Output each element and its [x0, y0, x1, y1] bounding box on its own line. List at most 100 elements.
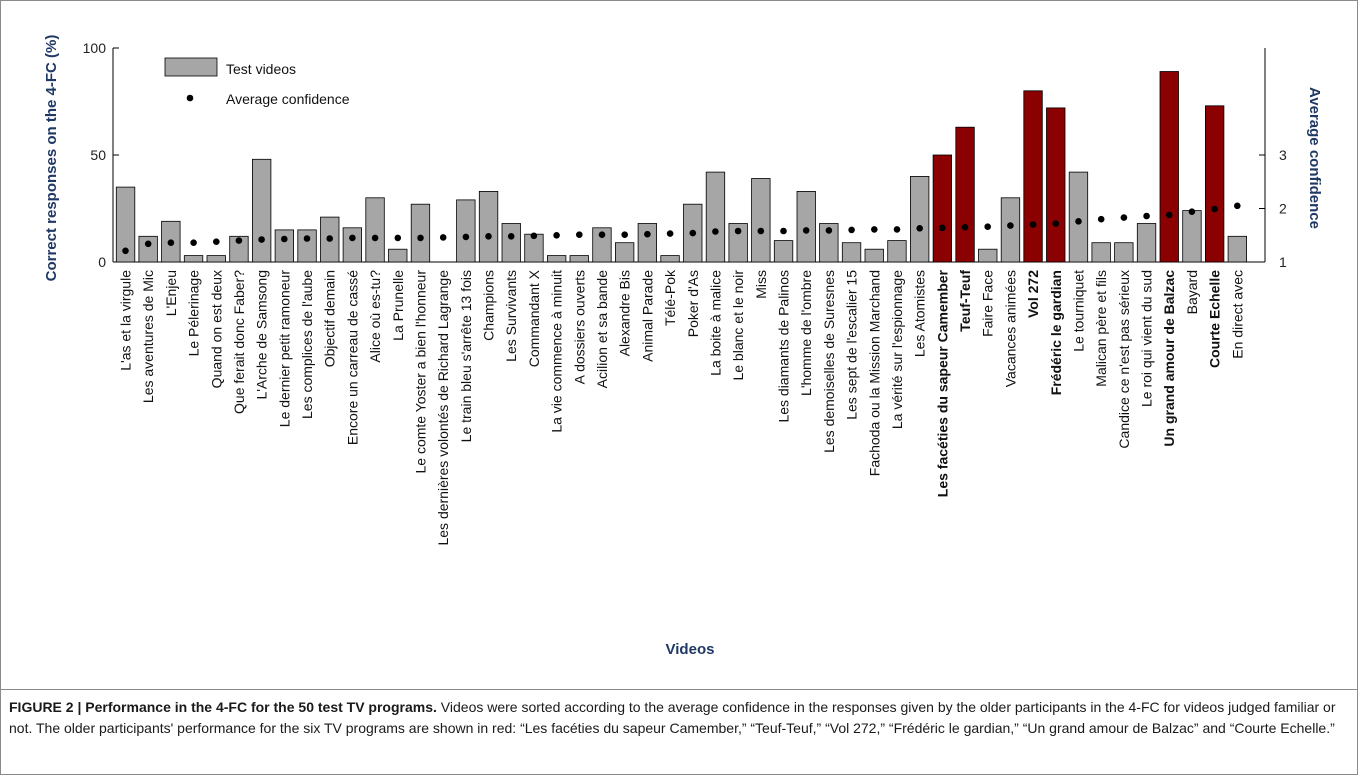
confidence-point	[780, 227, 787, 235]
x-tick-label: En direct avec	[1229, 270, 1245, 359]
x-tick-label: Encore un carreau de cassé	[344, 270, 360, 445]
confidence-point	[349, 234, 356, 242]
confidence-point	[689, 229, 697, 237]
confidence-point	[1211, 205, 1218, 213]
confidence-point	[576, 231, 583, 238]
legend-point-marker	[186, 94, 194, 102]
x-tick-label: Le blanc et le noir	[730, 270, 746, 381]
x-tick-label: Le Pélerinage	[186, 270, 202, 357]
x-tick-label: Poker d'As	[685, 270, 701, 337]
bar	[819, 223, 839, 263]
bar	[910, 175, 930, 263]
x-tick-label: Le tourniquet	[1071, 270, 1087, 352]
legend-bars-label: Test videos	[226, 61, 296, 77]
confidence-point	[1097, 215, 1105, 223]
bar	[1114, 242, 1134, 263]
confidence-point	[825, 227, 833, 234]
bar	[547, 255, 567, 263]
x-tick-label: Les Atomistes	[912, 270, 928, 357]
confidence-point	[235, 237, 243, 244]
confidence-point	[462, 233, 470, 241]
bar	[773, 240, 794, 263]
confidence-point	[1007, 222, 1014, 229]
x-tick-label: Télé-Pok	[662, 269, 678, 326]
confidence-point	[802, 227, 810, 234]
confidence-point	[644, 230, 651, 238]
x-axis-title: Videos	[666, 641, 715, 658]
x-tick-label: L'Arche de Samsong	[254, 270, 270, 400]
bar	[138, 235, 158, 263]
confidence-point	[485, 233, 492, 240]
legend-bar-swatch	[164, 57, 218, 77]
x-tick-label: Malican père et fils	[1093, 270, 1109, 387]
bar	[660, 255, 680, 263]
y-tick-label-right: 2	[1279, 201, 1287, 217]
bar	[932, 154, 952, 263]
x-tick-label: Alexandre Bis	[617, 270, 633, 356]
confidence-point	[893, 226, 901, 233]
bar	[841, 242, 862, 263]
confidence-point	[281, 235, 288, 243]
confidence-point	[507, 233, 515, 240]
bar	[1091, 242, 1111, 263]
confidence-point	[303, 235, 311, 242]
x-tick-label: Vol 272	[1025, 270, 1041, 318]
x-tick-label: Alice où es-tu?	[367, 270, 383, 363]
x-tick-label: Vacances animées	[1002, 270, 1018, 387]
bar	[864, 248, 884, 263]
bar	[955, 126, 975, 263]
x-tick-label: Animal Parade	[639, 270, 655, 362]
x-tick-label: Le comte Yoster a bien l'honneur	[413, 270, 429, 474]
x-tick-label: La boite à malice	[707, 270, 723, 376]
confidence-point	[1188, 208, 1196, 215]
x-tick-label: Frédéric le gardian	[1048, 270, 1064, 395]
bar	[206, 255, 226, 263]
bar	[1227, 235, 1247, 263]
confidence-point	[1234, 202, 1241, 210]
x-tick-label: Que ferait donc Faber?	[231, 270, 247, 414]
confidence-point	[394, 234, 402, 242]
x-tick-label: Candice ce n'est pas sérieux	[1116, 270, 1132, 449]
confidence-point	[326, 235, 334, 242]
bar	[388, 248, 408, 263]
confidence-point	[984, 223, 991, 230]
x-tick-label: Les sept de l'escalier 15	[844, 270, 860, 420]
y2-axis-title: Average confidence	[1306, 87, 1323, 229]
x-tick-label: Le roi qui vient du sud	[1139, 270, 1155, 407]
x-tick-label: Les demoiselles de Suresnes	[821, 270, 837, 453]
y-tick-label-right: 1	[1279, 254, 1287, 270]
bar	[456, 199, 476, 263]
bar	[1205, 105, 1225, 263]
x-tick-label: Commandant X	[526, 269, 542, 367]
bar	[342, 227, 363, 263]
confidence-point	[371, 234, 379, 242]
x-tick-label: Courte Echelle	[1207, 270, 1223, 368]
legend-points-label: Average confidence	[226, 91, 350, 107]
confidence-point	[1052, 220, 1060, 227]
confidence-point	[1029, 221, 1037, 228]
confidence-point	[621, 231, 628, 238]
bar	[1182, 210, 1202, 263]
bar	[1000, 197, 1021, 263]
bar	[705, 171, 726, 263]
x-tick-label: La Prunelle	[390, 270, 406, 341]
x-tick-label: Bayard	[1184, 270, 1200, 314]
bar	[274, 229, 295, 263]
x-tick-label: L'homme de l'ombre	[798, 270, 814, 396]
bar	[229, 235, 249, 263]
confidence-point	[530, 232, 538, 240]
confidence-point	[961, 223, 969, 231]
x-tick-label: Miss	[753, 270, 769, 299]
bar	[297, 229, 317, 263]
confidence-point	[190, 239, 197, 246]
bar	[569, 255, 589, 263]
bar	[728, 223, 748, 263]
x-tick-label: Le train bleu s'arrête 13 fois	[458, 270, 474, 442]
confidence-point	[757, 227, 765, 235]
x-tick-label: Les dernières volontés de Richard Lagran…	[435, 270, 451, 546]
bar	[751, 178, 771, 263]
confidence-point	[417, 234, 424, 242]
x-tick-label: La vérité sur l'espionnage	[889, 270, 905, 429]
confidence-point	[712, 228, 719, 235]
bar	[978, 248, 998, 263]
